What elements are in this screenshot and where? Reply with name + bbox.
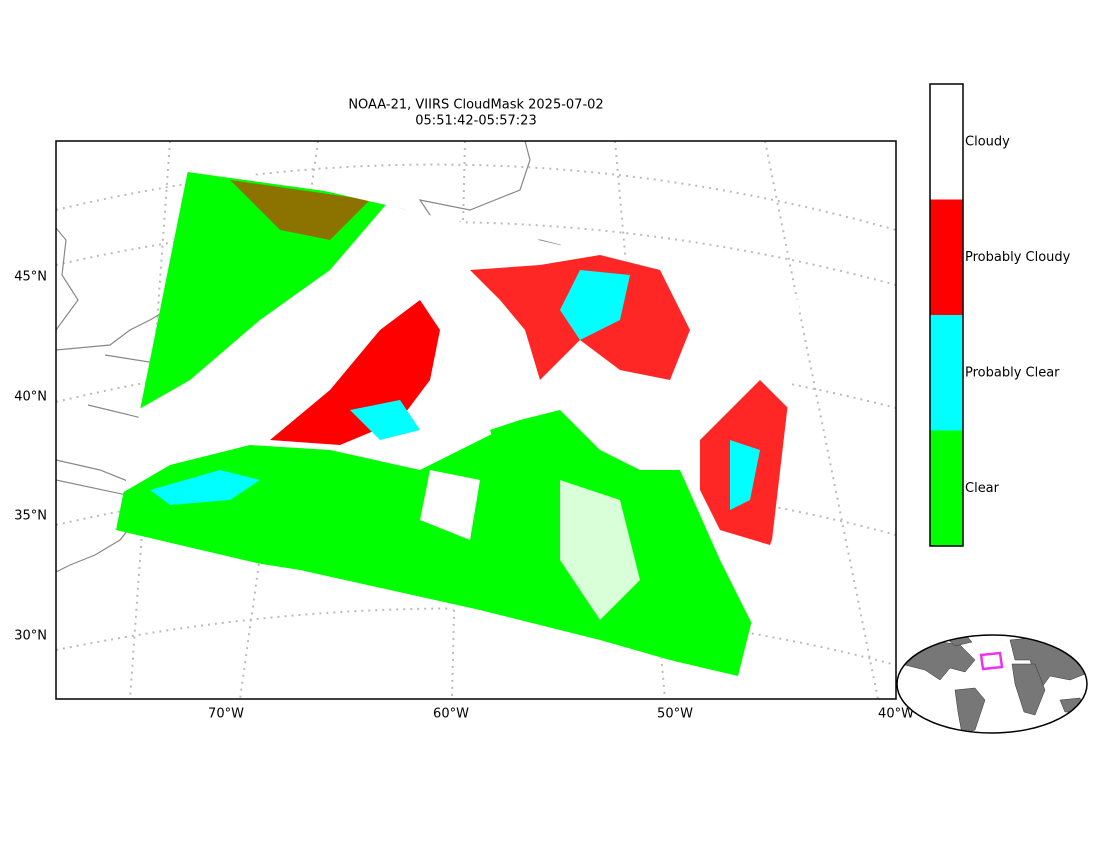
legend-label: Probably Cloudy xyxy=(965,250,1071,265)
inset-globe xyxy=(896,634,1088,734)
legend-label: Cloudy xyxy=(965,134,1010,149)
colorbar-frame xyxy=(929,83,964,547)
lon-label: 60°W xyxy=(433,707,469,722)
colorbar-segment xyxy=(930,430,963,546)
map xyxy=(56,141,896,699)
lat-label: 45°N xyxy=(14,270,47,285)
subtitle: 05:51:42-05:57:23 xyxy=(415,114,536,129)
lon-label: 50°W xyxy=(657,707,693,722)
map-frame xyxy=(55,140,897,700)
lat-label: 40°N xyxy=(14,390,47,405)
cloud-mask-swath xyxy=(116,160,800,676)
lon-label: 40°W xyxy=(878,707,914,722)
colorbar-segment xyxy=(930,84,963,200)
colorbar-segment xyxy=(930,315,963,431)
legend-label: Clear xyxy=(965,481,1000,496)
lat-label: 35°N xyxy=(14,509,47,524)
title: NOAA-21, VIIRS CloudMask 2025-07-02 xyxy=(348,98,603,113)
lon-label: 70°W xyxy=(208,707,244,722)
colorbar-segment xyxy=(930,199,963,315)
lat-label: 30°N xyxy=(14,629,47,644)
legend-label: Probably Clear xyxy=(965,365,1060,380)
